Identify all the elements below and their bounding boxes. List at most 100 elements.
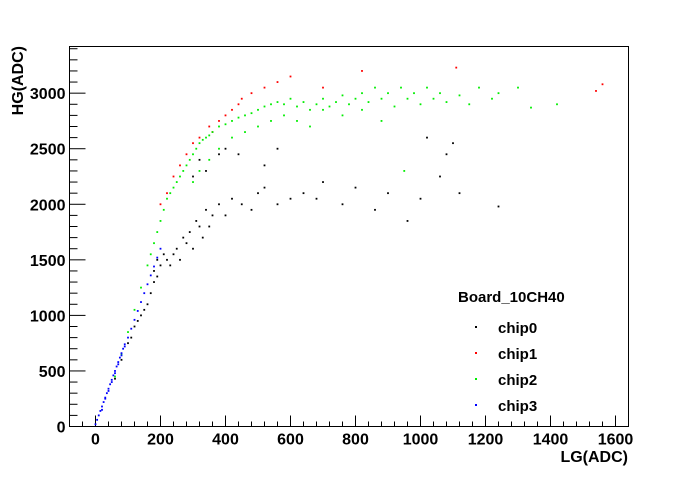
chip3-point xyxy=(110,378,113,381)
chip1-point xyxy=(218,120,220,122)
chip1-point xyxy=(263,86,266,89)
chip0-point xyxy=(289,197,292,200)
chip3-point xyxy=(117,361,120,363)
legend-marker-chip1 xyxy=(475,352,477,354)
chip2-point xyxy=(309,125,311,128)
chip3-point xyxy=(153,265,155,268)
chip2-point xyxy=(218,125,220,128)
chip0-point xyxy=(374,208,376,211)
chip2-point xyxy=(169,192,172,195)
chip0-point xyxy=(188,231,191,233)
chip3-point xyxy=(127,336,129,339)
chip3-point xyxy=(156,256,159,259)
chip2-point xyxy=(218,147,220,150)
tick-labels: 0 200 400 600 800 1000 1200 1400 1600 0 500 1000 150… xyxy=(30,86,633,448)
chip2-point xyxy=(237,116,240,119)
chip0-point xyxy=(172,253,175,256)
legend-marker-chip0 xyxy=(475,326,477,328)
chip0-point xyxy=(162,253,165,256)
chip1-point xyxy=(240,97,243,100)
chip3-point xyxy=(123,345,126,348)
chip1-point xyxy=(361,70,363,72)
chip0-point xyxy=(195,220,198,222)
chip2-point xyxy=(296,120,298,122)
chip2-point xyxy=(244,114,246,117)
chip2-point xyxy=(133,308,136,311)
chip2-point xyxy=(478,86,480,89)
x-tick-label: 200 xyxy=(147,432,174,449)
legend-label-chip3: chip3 xyxy=(498,398,537,415)
chip2-point xyxy=(309,108,311,111)
chip2-point xyxy=(348,103,350,106)
chip2-point xyxy=(276,101,279,103)
chip2-point xyxy=(315,103,318,106)
chip3-point xyxy=(104,397,107,400)
chip2-point xyxy=(361,92,363,95)
x-tick-label: 1000 xyxy=(403,432,439,449)
chip3-point xyxy=(101,405,103,408)
chip3-point xyxy=(114,370,116,372)
chip2-point xyxy=(283,114,285,117)
chip1-point xyxy=(198,136,201,139)
chip2-point xyxy=(179,175,181,178)
chip3-point xyxy=(120,354,123,357)
x-tick-label: 1600 xyxy=(598,432,634,449)
chip2-point xyxy=(185,164,188,167)
chip2-point xyxy=(302,101,305,103)
chip2-point xyxy=(192,153,194,156)
chip0-point xyxy=(439,175,441,178)
chip2-point xyxy=(335,101,337,103)
y-tick-label: 1000 xyxy=(30,308,66,325)
chip2-point xyxy=(387,92,389,95)
chip2-point xyxy=(205,136,207,139)
chip0-point xyxy=(458,192,461,195)
chip0-point xyxy=(315,197,318,200)
chip0-point xyxy=(240,203,243,206)
chip2-point xyxy=(400,86,402,89)
axis-ticks xyxy=(69,48,629,427)
chip1-point xyxy=(276,81,279,83)
chip2-point xyxy=(201,138,204,141)
chip3-point xyxy=(101,408,103,411)
chip0-point xyxy=(211,214,214,217)
chip0-point xyxy=(419,197,422,200)
chip0-point xyxy=(218,203,220,206)
chip0-point xyxy=(322,181,324,183)
y-tick-label: 1500 xyxy=(30,253,66,270)
chip1-point xyxy=(231,108,233,111)
chip0-point xyxy=(387,192,389,195)
chip0-point xyxy=(182,236,185,239)
chip2-point xyxy=(195,147,198,150)
chip3-point xyxy=(143,292,146,295)
chip0-point xyxy=(166,258,168,261)
legend-label-chip2: chip2 xyxy=(498,372,537,389)
chip0-point xyxy=(169,264,172,267)
chip2-point xyxy=(188,158,191,161)
data-points xyxy=(94,66,604,426)
chip0-point xyxy=(198,158,201,161)
chip3-point xyxy=(149,274,152,277)
chip2-point xyxy=(120,353,123,356)
chip1-point xyxy=(185,153,188,156)
chip2-point xyxy=(175,181,178,183)
chip2-point xyxy=(231,136,233,139)
chip3-point xyxy=(136,310,139,312)
chip2-point xyxy=(530,106,532,109)
chip1-point xyxy=(208,125,211,128)
chip0-point xyxy=(156,258,159,261)
chip3-point xyxy=(94,423,97,426)
chip0-point xyxy=(120,358,123,361)
chip2-point xyxy=(244,131,246,133)
chip2-point xyxy=(445,101,448,103)
x-tick-label: 400 xyxy=(212,432,239,449)
chip2-point xyxy=(328,105,331,108)
chip0-point xyxy=(237,153,240,156)
chip2-point xyxy=(208,134,211,137)
chip0-point xyxy=(208,225,211,228)
chip1-point xyxy=(595,90,597,92)
chip2-point xyxy=(270,120,272,122)
chip0-point xyxy=(231,197,233,200)
chip2-point xyxy=(497,92,500,95)
chip2-point xyxy=(491,97,493,100)
chip2-point xyxy=(192,181,194,183)
